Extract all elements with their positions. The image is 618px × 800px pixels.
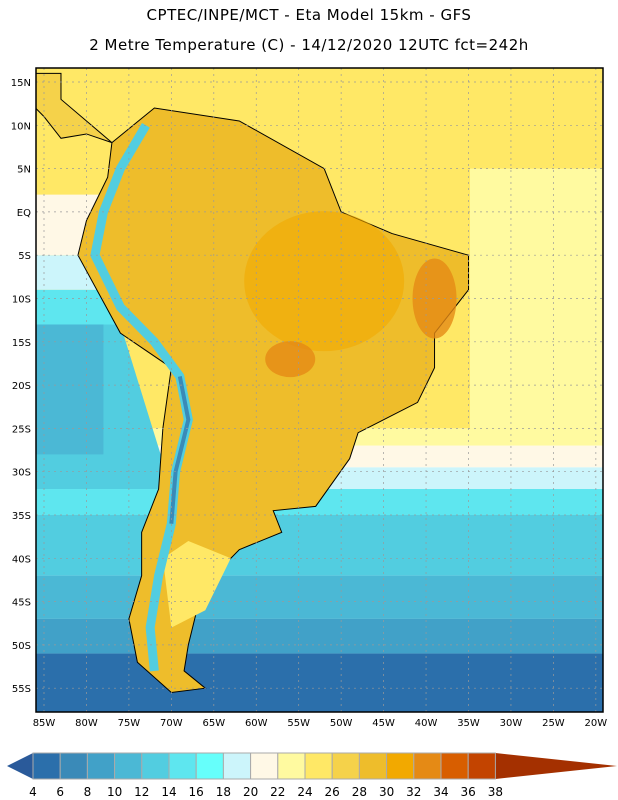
colorbar: 4 6 8 10 12 14 16 18 20 22 24 26 28 30 32 34 36 38	[7, 752, 617, 799]
colorbar-label: 36	[461, 785, 476, 799]
colorbar-label: 14	[161, 785, 176, 799]
colorbar-label: 12	[134, 785, 149, 799]
lon-label: 65W	[202, 718, 225, 729]
pacific-band	[36, 324, 104, 455]
colorbar-label: 26	[325, 785, 340, 799]
patagonia	[162, 540, 231, 628]
colorbar-label: 20	[243, 785, 258, 799]
lon-label: 85W	[33, 718, 56, 729]
lat-label: 50S	[12, 641, 31, 652]
colorbar-swatch	[114, 752, 143, 780]
lon-label: 55W	[287, 718, 310, 729]
colorbar-label: 34	[433, 785, 448, 799]
ocean-band	[36, 575, 603, 619]
title-line-2: 2 Metre Temperature (C) - 14/12/2020 12U…	[89, 36, 529, 54]
lat-label: 5N	[17, 165, 31, 176]
colorbar-swatch	[141, 752, 170, 780]
ocean-band	[36, 653, 603, 712]
colorbar-swatch	[168, 752, 197, 780]
colorbar-under-arrow	[7, 753, 33, 779]
colorbar-label: 10	[107, 785, 122, 799]
colorbar-over-arrow	[495, 753, 617, 779]
lat-label: EQ	[17, 208, 31, 219]
lat-label: 10S	[12, 295, 31, 306]
lon-label: 80W	[75, 718, 98, 729]
lat-label: 15S	[12, 338, 31, 349]
lat-label: 20S	[12, 381, 31, 392]
ocean-band	[36, 618, 603, 654]
colorbar-swatch	[277, 752, 306, 780]
lat-label: 45S	[12, 598, 31, 609]
axis-ticks: 15N 10N 5N EQ 5S 10S 15S 20S 25S 30S 35S 40S 45S 50S 5…	[11, 78, 607, 729]
colorbar-swatch	[86, 752, 116, 780]
colorbar-swatch	[467, 752, 496, 780]
colorbar-label: 30	[379, 785, 394, 799]
colorbar-swatch	[304, 752, 333, 780]
colorbar-label: 4	[29, 785, 37, 799]
colorbar-swatch	[195, 752, 224, 780]
colorbar-label: 16	[189, 785, 204, 799]
lon-label: 25W	[542, 718, 565, 729]
colorbar-label: 22	[270, 785, 285, 799]
lon-label: 60W	[245, 718, 268, 729]
colorbar-swatch	[250, 752, 279, 780]
lon-label: 70W	[160, 718, 183, 729]
lon-label: 40W	[415, 718, 438, 729]
colorbar-swatch	[413, 752, 442, 780]
colorbar-swatch	[222, 752, 252, 780]
hot-region	[265, 341, 316, 378]
colorbar-label: 38	[488, 785, 503, 799]
colorbar-swatch	[331, 752, 360, 780]
lon-label: 35W	[457, 718, 480, 729]
colorbar-label: 32	[406, 785, 421, 799]
colorbar-label: 6	[56, 785, 64, 799]
colorbar-label: 18	[216, 785, 231, 799]
lon-label: 30W	[500, 718, 523, 729]
lon-label: 50W	[330, 718, 353, 729]
map-area	[36, 68, 603, 712]
lat-label: 35S	[12, 511, 31, 522]
colorbar-label: 24	[297, 785, 312, 799]
lon-label: 75W	[118, 718, 141, 729]
colorbar-label: 8	[84, 785, 92, 799]
map-frame	[35, 67, 604, 713]
colorbar-label: 28	[352, 785, 367, 799]
hot-region	[412, 258, 457, 339]
lat-label: 10N	[11, 121, 31, 132]
lat-label: 5S	[18, 251, 31, 262]
lon-label: 45W	[372, 718, 395, 729]
andes-peaks	[169, 376, 191, 524]
colorbar-swatch	[386, 752, 415, 780]
lat-label: 30S	[12, 468, 31, 479]
colorbar-swatch	[358, 752, 388, 780]
lat-label: 15N	[11, 78, 31, 89]
colorbar-swatch	[32, 752, 61, 780]
title-line-1: CPTEC/INPE/MCT - Eta Model 15km - GFS	[146, 6, 472, 24]
lat-label: 40S	[12, 554, 31, 565]
ocean-band	[36, 515, 603, 576]
colorbar-swatch	[440, 752, 469, 780]
lon-label: 20W	[585, 718, 608, 729]
lat-label: 25S	[12, 424, 31, 435]
colorbar-swatch	[59, 752, 88, 780]
warm-region	[244, 211, 405, 352]
lat-label: 55S	[12, 684, 31, 695]
